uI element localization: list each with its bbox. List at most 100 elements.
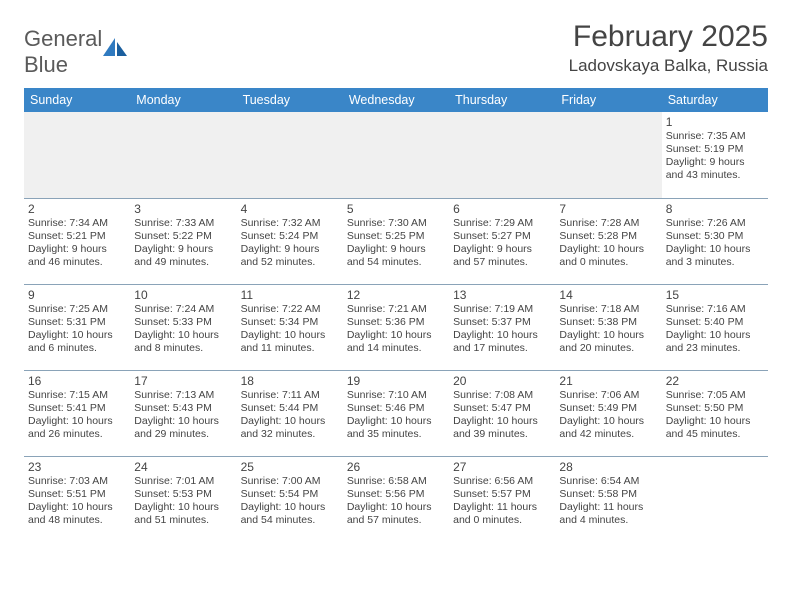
weekday-header: Wednesday [343, 88, 449, 112]
sunrise-text: Sunrise: 7:00 AM [241, 475, 339, 488]
logo-part1: General [24, 26, 102, 51]
day-number: 19 [347, 374, 445, 388]
weekday-header-row: Sunday Monday Tuesday Wednesday Thursday… [24, 88, 768, 112]
calendar-empty [662, 456, 768, 542]
sunset-text: Sunset: 5:34 PM [241, 316, 339, 329]
calendar-day: 2Sunrise: 7:34 AMSunset: 5:21 PMDaylight… [24, 198, 130, 284]
calendar-week: 9Sunrise: 7:25 AMSunset: 5:31 PMDaylight… [24, 284, 768, 370]
logo-part2: Blue [24, 52, 68, 77]
sunrise-text: Sunrise: 7:33 AM [134, 217, 232, 230]
calendar-day: 12Sunrise: 7:21 AMSunset: 5:36 PMDayligh… [343, 284, 449, 370]
calendar-week: 23Sunrise: 7:03 AMSunset: 5:51 PMDayligh… [24, 456, 768, 542]
sunset-text: Sunset: 5:25 PM [347, 230, 445, 243]
day-number: 10 [134, 288, 232, 302]
calendar-day: 21Sunrise: 7:06 AMSunset: 5:49 PMDayligh… [555, 370, 661, 456]
day-number: 20 [453, 374, 551, 388]
daylight-text: Daylight: 10 hours and 29 minutes. [134, 415, 232, 441]
calendar-day: 25Sunrise: 7:00 AMSunset: 5:54 PMDayligh… [237, 456, 343, 542]
day-number: 24 [134, 460, 232, 474]
day-number: 12 [347, 288, 445, 302]
calendar-day: 10Sunrise: 7:24 AMSunset: 5:33 PMDayligh… [130, 284, 236, 370]
weekday-header: Monday [130, 88, 236, 112]
sunset-text: Sunset: 5:36 PM [347, 316, 445, 329]
day-number: 17 [134, 374, 232, 388]
sunrise-text: Sunrise: 7:05 AM [666, 389, 764, 402]
sunset-text: Sunset: 5:47 PM [453, 402, 551, 415]
weekday-header: Thursday [449, 88, 555, 112]
sunrise-text: Sunrise: 7:10 AM [347, 389, 445, 402]
day-number: 14 [559, 288, 657, 302]
day-number: 16 [28, 374, 126, 388]
sunset-text: Sunset: 5:33 PM [134, 316, 232, 329]
sunrise-text: Sunrise: 7:19 AM [453, 303, 551, 316]
daylight-text: Daylight: 9 hours and 54 minutes. [347, 243, 445, 269]
daylight-text: Daylight: 9 hours and 43 minutes. [666, 156, 764, 182]
daylight-text: Daylight: 9 hours and 46 minutes. [28, 243, 126, 269]
daylight-text: Daylight: 10 hours and 14 minutes. [347, 329, 445, 355]
sunrise-text: Sunrise: 6:56 AM [453, 475, 551, 488]
daylight-text: Daylight: 10 hours and 51 minutes. [134, 501, 232, 527]
daylight-text: Daylight: 10 hours and 26 minutes. [28, 415, 126, 441]
daylight-text: Daylight: 11 hours and 4 minutes. [559, 501, 657, 527]
daylight-text: Daylight: 10 hours and 35 minutes. [347, 415, 445, 441]
day-number: 2 [28, 202, 126, 216]
sunset-text: Sunset: 5:27 PM [453, 230, 551, 243]
sunrise-text: Sunrise: 6:54 AM [559, 475, 657, 488]
sunset-text: Sunset: 5:58 PM [559, 488, 657, 501]
sunrise-text: Sunrise: 7:26 AM [666, 217, 764, 230]
calendar-day: 24Sunrise: 7:01 AMSunset: 5:53 PMDayligh… [130, 456, 236, 542]
sunset-text: Sunset: 5:53 PM [134, 488, 232, 501]
sunset-text: Sunset: 5:22 PM [134, 230, 232, 243]
sunrise-text: Sunrise: 7:25 AM [28, 303, 126, 316]
sail-icon [102, 37, 128, 57]
calendar-week: 1Sunrise: 7:35 AMSunset: 5:19 PMDaylight… [24, 112, 768, 198]
calendar-table: Sunday Monday Tuesday Wednesday Thursday… [24, 88, 768, 542]
sunset-text: Sunset: 5:24 PM [241, 230, 339, 243]
sunrise-text: Sunrise: 7:13 AM [134, 389, 232, 402]
calendar-empty [130, 112, 236, 198]
weekday-header: Tuesday [237, 88, 343, 112]
calendar-day: 3Sunrise: 7:33 AMSunset: 5:22 PMDaylight… [130, 198, 236, 284]
calendar-day: 16Sunrise: 7:15 AMSunset: 5:41 PMDayligh… [24, 370, 130, 456]
calendar-empty [555, 112, 661, 198]
daylight-text: Daylight: 10 hours and 48 minutes. [28, 501, 126, 527]
sunrise-text: Sunrise: 7:30 AM [347, 217, 445, 230]
calendar-day: 8Sunrise: 7:26 AMSunset: 5:30 PMDaylight… [662, 198, 768, 284]
sunset-text: Sunset: 5:40 PM [666, 316, 764, 329]
day-number: 11 [241, 288, 339, 302]
sunrise-text: Sunrise: 7:01 AM [134, 475, 232, 488]
daylight-text: Daylight: 10 hours and 20 minutes. [559, 329, 657, 355]
daylight-text: Daylight: 10 hours and 54 minutes. [241, 501, 339, 527]
sunset-text: Sunset: 5:31 PM [28, 316, 126, 329]
day-number: 23 [28, 460, 126, 474]
sunrise-text: Sunrise: 7:15 AM [28, 389, 126, 402]
sunrise-text: Sunrise: 7:24 AM [134, 303, 232, 316]
day-number: 15 [666, 288, 764, 302]
sunrise-text: Sunrise: 7:11 AM [241, 389, 339, 402]
calendar-day: 7Sunrise: 7:28 AMSunset: 5:28 PMDaylight… [555, 198, 661, 284]
calendar-day: 20Sunrise: 7:08 AMSunset: 5:47 PMDayligh… [449, 370, 555, 456]
logo-text: General Blue [24, 26, 102, 78]
day-number: 7 [559, 202, 657, 216]
sunset-text: Sunset: 5:56 PM [347, 488, 445, 501]
calendar-empty [237, 112, 343, 198]
calendar-day: 22Sunrise: 7:05 AMSunset: 5:50 PMDayligh… [662, 370, 768, 456]
sunset-text: Sunset: 5:37 PM [453, 316, 551, 329]
title-block: February 2025 Ladovskaya Balka, Russia [569, 20, 768, 76]
calendar-day: 4Sunrise: 7:32 AMSunset: 5:24 PMDaylight… [237, 198, 343, 284]
sunset-text: Sunset: 5:54 PM [241, 488, 339, 501]
day-number: 6 [453, 202, 551, 216]
calendar-week: 2Sunrise: 7:34 AMSunset: 5:21 PMDaylight… [24, 198, 768, 284]
sunset-text: Sunset: 5:44 PM [241, 402, 339, 415]
daylight-text: Daylight: 9 hours and 57 minutes. [453, 243, 551, 269]
day-number: 22 [666, 374, 764, 388]
daylight-text: Daylight: 10 hours and 8 minutes. [134, 329, 232, 355]
sunset-text: Sunset: 5:43 PM [134, 402, 232, 415]
sunrise-text: Sunrise: 7:03 AM [28, 475, 126, 488]
sunrise-text: Sunrise: 7:06 AM [559, 389, 657, 402]
calendar-week: 16Sunrise: 7:15 AMSunset: 5:41 PMDayligh… [24, 370, 768, 456]
daylight-text: Daylight: 10 hours and 17 minutes. [453, 329, 551, 355]
calendar-day: 6Sunrise: 7:29 AMSunset: 5:27 PMDaylight… [449, 198, 555, 284]
calendar-day: 1Sunrise: 7:35 AMSunset: 5:19 PMDaylight… [662, 112, 768, 198]
daylight-text: Daylight: 10 hours and 57 minutes. [347, 501, 445, 527]
